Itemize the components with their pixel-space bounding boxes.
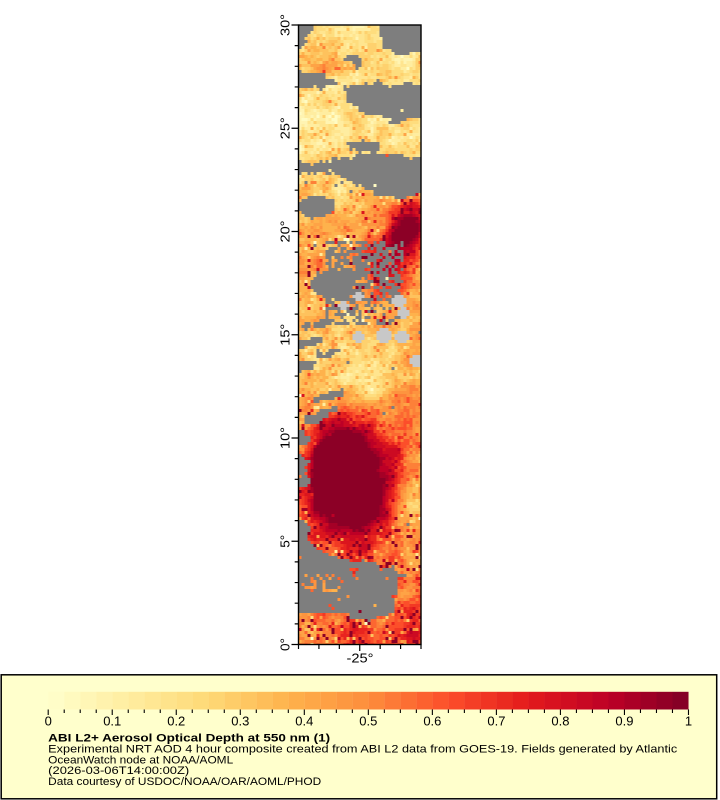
svg-text:1: 1 [685,713,692,728]
svg-text:20°: 20° [278,221,293,243]
svg-text:0: 0 [45,713,52,728]
svg-text:0.4: 0.4 [295,713,313,728]
svg-text:15°: 15° [278,324,293,346]
svg-text:0.7: 0.7 [487,713,505,728]
svg-text:10°: 10° [278,427,293,449]
svg-text:OceanWatch node at NOAA/AOML: OceanWatch node at NOAA/AOML [48,754,233,766]
svg-text:Experimental NRT AOD 4 hour co: Experimental NRT AOD 4 hour composite cr… [48,743,678,755]
svg-text:(2026-03-06T14:00:00Z): (2026-03-06T14:00:00Z) [48,765,189,777]
svg-text:0°: 0° [278,638,293,651]
svg-text:0.1: 0.1 [103,713,121,728]
svg-text:30°: 30° [278,14,293,36]
svg-text:0.6: 0.6 [423,713,441,728]
svg-text:0.5: 0.5 [359,713,377,728]
svg-text:0.9: 0.9 [615,713,633,728]
svg-text:0.2: 0.2 [167,713,185,728]
svg-text:ABI L2+ Aerosol Optical Depth: ABI L2+ Aerosol Optical Depth at 550 nm … [48,733,330,745]
svg-text:5°: 5° [278,535,293,548]
svg-text:0.3: 0.3 [231,713,249,728]
svg-text:-25°: -25° [347,651,374,666]
svg-text:0.8: 0.8 [551,713,569,728]
svg-text:25°: 25° [278,117,293,139]
svg-text:Data courtesy of USDOC/NOAA/OA: Data courtesy of USDOC/NOAA/OAR/AOML/PHO… [48,776,321,788]
